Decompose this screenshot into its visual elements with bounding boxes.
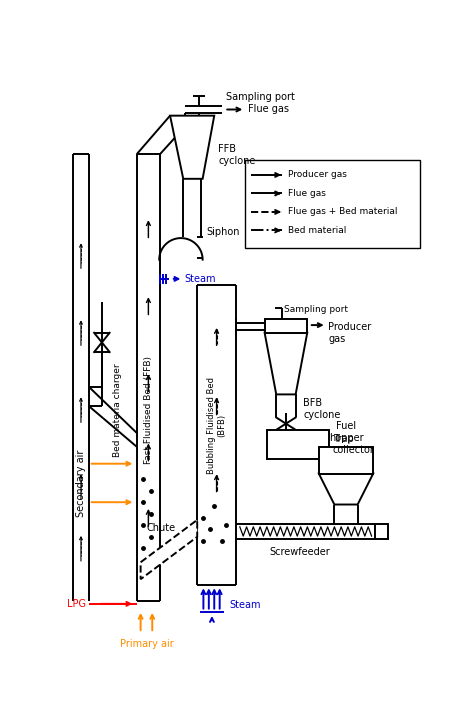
Text: Producer
gas: Producer gas bbox=[328, 322, 372, 343]
Text: Producer gas: Producer gas bbox=[288, 171, 347, 179]
Bar bbox=[375, 523, 388, 539]
Text: Bubbling Fluidised Bed
(BFB): Bubbling Fluidised Bed (BFB) bbox=[207, 377, 226, 474]
Bar bbox=[319, 446, 373, 474]
Text: Chute: Chute bbox=[147, 523, 176, 533]
Text: Flue gas + Bed material: Flue gas + Bed material bbox=[288, 207, 397, 217]
Polygon shape bbox=[319, 474, 373, 505]
Text: Siphon: Siphon bbox=[207, 227, 240, 237]
Polygon shape bbox=[170, 116, 214, 179]
Text: BFB
cyclone: BFB cyclone bbox=[303, 398, 341, 420]
Polygon shape bbox=[141, 520, 197, 579]
Text: Flue gas: Flue gas bbox=[247, 104, 289, 114]
Text: Trap
collector: Trap collector bbox=[333, 433, 375, 455]
Bar bbox=[264, 319, 307, 333]
Text: Fuel
hopper: Fuel hopper bbox=[328, 421, 363, 443]
Text: Sampling port: Sampling port bbox=[284, 305, 348, 314]
Text: Fast Fluidised Bed (FFB): Fast Fluidised Bed (FFB) bbox=[144, 356, 153, 464]
Text: FFB
cyclone: FFB cyclone bbox=[218, 144, 255, 166]
Bar bbox=[245, 160, 419, 248]
Bar bbox=[267, 430, 329, 459]
Text: Bed materia charger: Bed materia charger bbox=[113, 363, 122, 456]
Text: Steam: Steam bbox=[230, 600, 261, 611]
Text: Steam: Steam bbox=[185, 274, 216, 284]
Text: Primary air: Primary air bbox=[120, 639, 173, 649]
Text: Sampling port: Sampling port bbox=[226, 92, 295, 102]
Text: LPG: LPG bbox=[67, 599, 86, 609]
Text: Flue gas: Flue gas bbox=[288, 189, 326, 198]
Polygon shape bbox=[264, 333, 307, 395]
Text: Screwfeeder: Screwfeeder bbox=[269, 547, 330, 557]
Text: Secondary air: Secondary air bbox=[76, 449, 86, 517]
Text: Bed material: Bed material bbox=[288, 226, 346, 235]
